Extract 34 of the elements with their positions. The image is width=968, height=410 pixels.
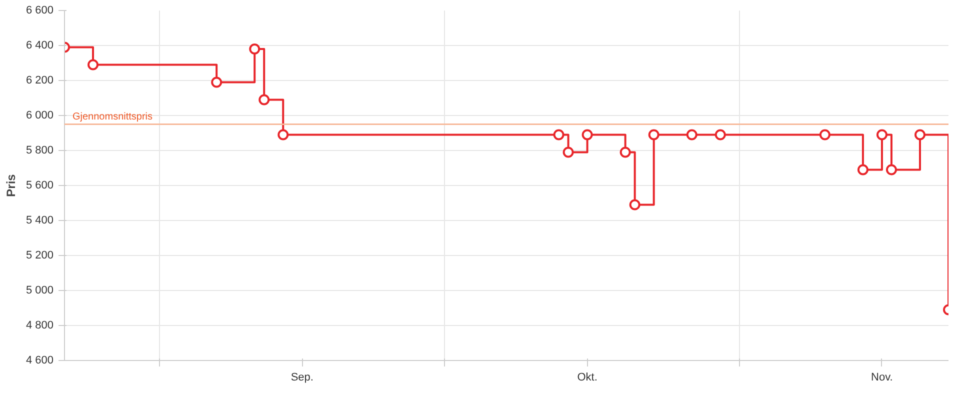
y-tick-label: 4 800 — [26, 320, 54, 332]
point — [686, 129, 698, 140]
point — [876, 129, 888, 140]
y-tick-label: 6 400 — [26, 40, 54, 52]
point — [886, 164, 897, 176]
y-tick-label: 6 000 — [26, 110, 54, 122]
x-tick-label: Sep. — [290, 372, 314, 384]
point — [914, 129, 926, 140]
point — [278, 129, 289, 140]
y-tick-label: 5 400 — [26, 214, 54, 226]
y-tick-label: 6 600 — [26, 4, 54, 16]
y-tick-label: 5 600 — [26, 180, 54, 192]
y-tick-label: 6 200 — [26, 74, 54, 86]
point — [88, 59, 99, 70]
point — [857, 164, 868, 176]
y-tick-label: 5 800 — [26, 144, 54, 156]
point — [648, 129, 660, 140]
point — [249, 44, 260, 54]
y-tick-label: 4 600 — [26, 354, 54, 366]
y-tick-label: 5 000 — [26, 284, 54, 296]
point — [620, 146, 631, 158]
point — [553, 129, 564, 140]
y-tick-label: 5 200 — [26, 250, 54, 262]
point — [714, 129, 726, 140]
point — [258, 94, 270, 106]
y-axis-title: Pris — [4, 174, 18, 197]
point — [211, 76, 222, 88]
point — [582, 129, 593, 140]
x-tick-label: Okt. — [577, 372, 598, 384]
ref-line-label: Gjennomsnittspris — [72, 111, 153, 122]
point — [629, 199, 640, 210]
point — [562, 146, 574, 158]
point — [819, 129, 830, 140]
x-tick-label: Nov. — [871, 372, 893, 384]
